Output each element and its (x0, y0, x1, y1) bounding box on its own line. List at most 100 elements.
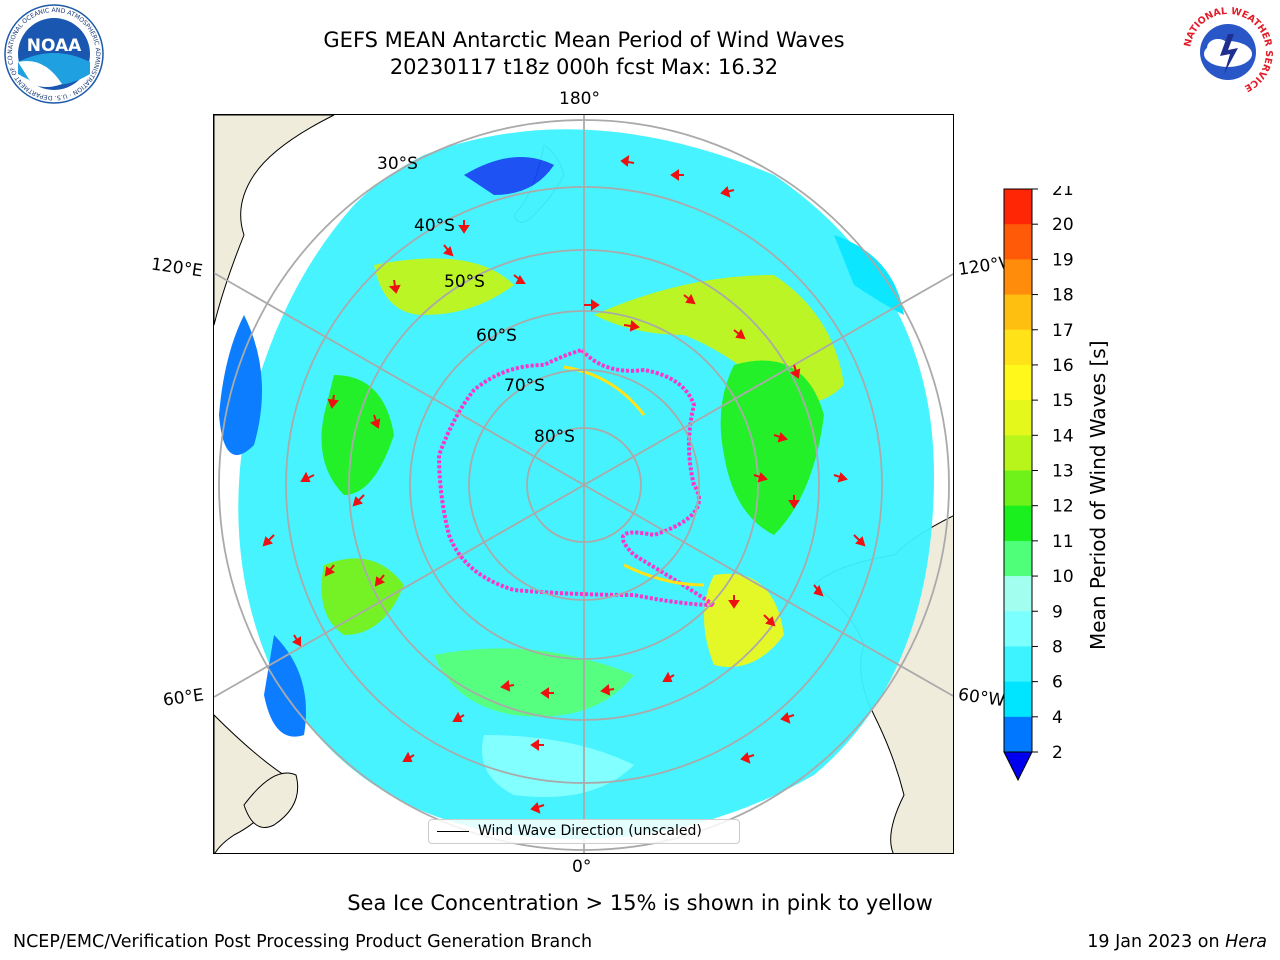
colorbar-tick-label: 18 (1052, 286, 1074, 306)
wave-arrow (683, 293, 696, 305)
map-legend: Wind Wave Direction (unscaled) (428, 819, 740, 844)
noaa-logo: NATIONAL OCEANIC AND ATMOSPHERIC ADMINIS… (1, 0, 104, 104)
colorbar-tick-label: 4 (1052, 708, 1063, 728)
lon-label-0: 0° (572, 857, 592, 877)
map-panel: 30°S 40°S 50°S 60°S 70°S 80°S (213, 114, 954, 854)
footer-date: 19 Jan 2023 on Hera (1087, 932, 1267, 952)
sea-ice-note: Sea Ice Concentration > 15% is shown in … (347, 891, 933, 915)
colorbar-segment (1004, 716, 1032, 753)
meridian-120e (214, 272, 585, 486)
colorbar-tick-label: 14 (1052, 426, 1074, 446)
graticule (214, 115, 953, 853)
sea-ice-core-weddell (623, 563, 705, 587)
colorbar-tick-label: 17 (1052, 321, 1074, 341)
wave-arrow (753, 472, 768, 483)
meridian-60w (583, 484, 953, 697)
wave-arrow (623, 320, 640, 332)
lon-label-120e: 120°E (149, 254, 204, 282)
wave-arrow (530, 739, 544, 751)
wave-arrow (388, 279, 401, 294)
wave-arrow (513, 274, 526, 284)
lon-label-180: 180° (559, 89, 600, 109)
wave-arrow (833, 472, 848, 483)
lat-label-50s: 50°S (444, 272, 485, 292)
plot-title: GEFS MEAN Antarctic Mean Period of Wind … (323, 28, 845, 52)
colorbar-segment (1004, 646, 1032, 683)
colorbar-tick-label: 9 (1052, 602, 1063, 622)
wave-arrow (788, 495, 800, 509)
wave-arrow (452, 711, 465, 722)
sea-ice-edge (436, 347, 721, 608)
lat-label-70s: 70°S (504, 376, 545, 396)
noaa-logo-text: NOAA (27, 36, 82, 56)
wave-arrow (780, 712, 795, 724)
wave-arrow (620, 154, 635, 167)
colorbar: 2 4 6 8 9 10 11 12 13 14 15 16 17 18 19 20 21 (1000, 180, 1080, 786)
colorbar-tick-label: 21 (1052, 186, 1074, 200)
wave-arrow (720, 186, 735, 198)
lon-label-60e: 60°E (161, 685, 206, 711)
colorbar-label: Mean Period of Wind Waves [s] (1086, 340, 1110, 650)
colorbar-tick-label: 6 (1052, 673, 1063, 693)
wave-arrow (728, 595, 740, 609)
plot-subtitle: 20230117 t18z 000h fcst Max: 16.32 (389, 55, 779, 79)
wave-arrow (500, 680, 515, 692)
lon-label-60w: 60°W (956, 684, 1007, 712)
footer-credit: NCEP/EMC/Verification Post Processing Pr… (13, 932, 593, 952)
colorbar-segment (1004, 435, 1032, 471)
wave-arrow (789, 364, 801, 379)
colorbar-segment (1004, 611, 1032, 647)
wave-arrow (740, 752, 755, 764)
lat-label-30s: 30°S (377, 154, 418, 174)
wave-arrow (773, 432, 788, 443)
colorbar-segment (1004, 576, 1032, 612)
wave-arrow (584, 299, 600, 311)
wave-arrow (540, 687, 554, 699)
meridian-120w (583, 273, 953, 486)
colorbar-tick-label: 10 (1052, 567, 1074, 587)
nws-logo: NATIONAL WEATHER SERVICE (1176, 4, 1280, 100)
wave-arrow (292, 634, 301, 647)
sea-ice-core-ross (563, 365, 646, 416)
australia-land (214, 115, 335, 326)
colorbar-tick-label: 11 (1052, 532, 1074, 552)
wave-arrow (300, 471, 315, 482)
wave-arrow (670, 169, 684, 181)
wave-arrow (662, 671, 675, 682)
lat-label-80s: 80°S (534, 427, 575, 447)
footer-date-text: 19 Jan 2023 on (1087, 932, 1226, 952)
colorbar-tick-label: 13 (1052, 462, 1074, 482)
colorbar-tick-label: 19 (1052, 250, 1074, 270)
colorbar-segment (1004, 364, 1032, 401)
meridian-60e (214, 484, 585, 698)
colorbar-segment (1004, 400, 1032, 436)
colorbar-extend-arrow (1003, 751, 1033, 782)
madagascar-land (243, 772, 299, 828)
colorbar-segment (1004, 224, 1032, 260)
wave-arrow (763, 614, 776, 627)
wave-arrow (352, 494, 365, 507)
colorbar-tick-label: 20 (1052, 215, 1074, 235)
wave-arrow (324, 564, 336, 577)
wave-arrow (600, 684, 615, 696)
colorbar-tick-label: 16 (1052, 356, 1074, 376)
wave-arrow (327, 394, 339, 409)
wave-arrow (262, 534, 275, 547)
colorbar-segment (1004, 470, 1032, 507)
colorbar-tick-label: 12 (1052, 497, 1074, 517)
wave-arrow (530, 802, 545, 814)
legend-label: Wind Wave Direction (unscaled) (478, 823, 702, 839)
colorbar-tick-label: 2 (1052, 743, 1063, 763)
colorbar-segment (1004, 189, 1032, 225)
colorbar-tick-label: 8 (1052, 637, 1063, 657)
footer-host: Hera (1225, 932, 1267, 952)
colorbar-segment (1004, 681, 1032, 718)
colorbar-segment (1004, 505, 1032, 542)
wave-arrow (458, 220, 470, 234)
colorbar-segment (1004, 294, 1032, 331)
wave-arrow (853, 534, 866, 547)
colorbar-segment (1004, 329, 1032, 366)
wave-direction-arrows (262, 154, 866, 814)
lat-label-60s: 60°S (476, 326, 517, 346)
wave-arrow (733, 328, 746, 340)
